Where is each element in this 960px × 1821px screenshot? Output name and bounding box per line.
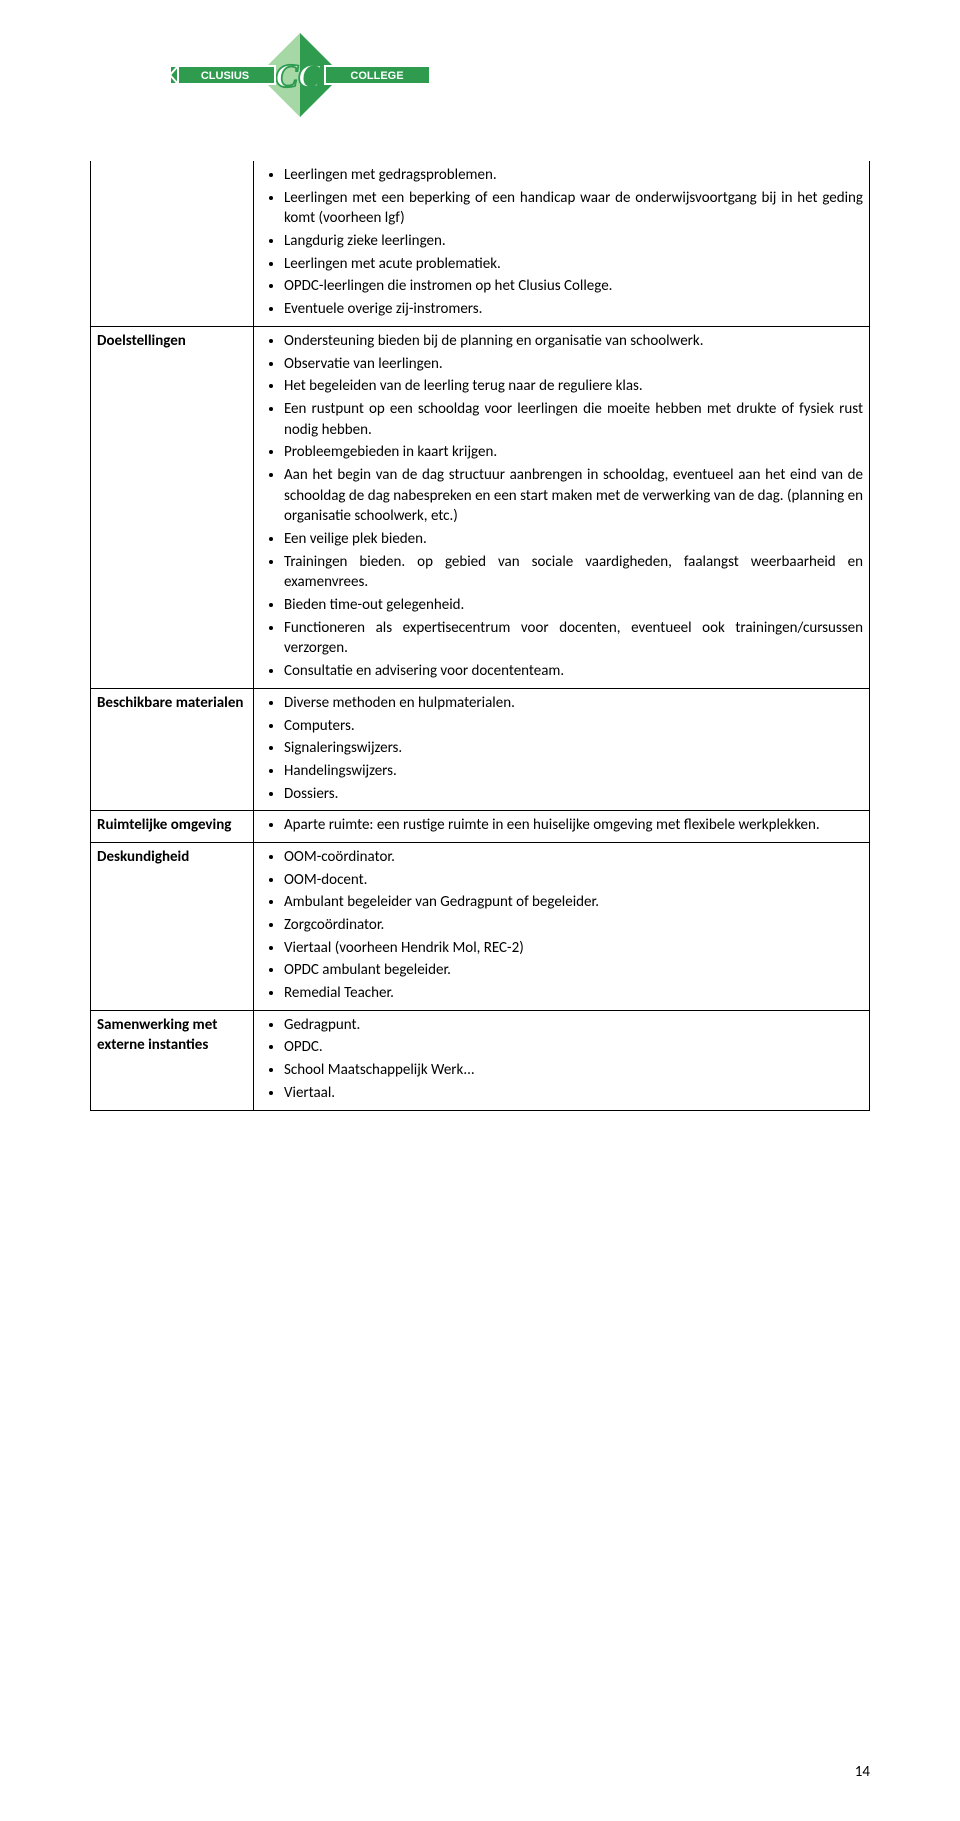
list-item: OOM-coördinator.	[284, 847, 863, 870]
bullet-list: Gedragpunt.OPDC.School Maatschappelijk W…	[260, 1015, 863, 1106]
list-item: Bieden time-out gelegenheid.	[284, 595, 863, 618]
list-item: Zorgcoördinator.	[284, 915, 863, 938]
logo: CC CLUSIUS COLLEGE	[170, 30, 870, 125]
list-item: School Maatschappelijk Werk...	[284, 1060, 863, 1083]
page-number: 14	[855, 1763, 870, 1781]
list-item: Trainingen bieden. op gebied van sociale…	[284, 552, 863, 595]
list-item: Viertaal (voorheen Hendrik Mol, REC-2)	[284, 938, 863, 961]
bullet-list: Leerlingen met gedragsproblemen.Leerling…	[260, 165, 863, 322]
clusius-college-logo-svg: CC CLUSIUS COLLEGE	[170, 30, 430, 120]
list-item: Diverse methoden en hulpmaterialen.	[284, 693, 863, 716]
row-content: Diverse methoden en hulpmaterialen.Compu…	[254, 688, 870, 810]
list-item: Aan het begin van de dag structuur aanbr…	[284, 465, 863, 529]
row-label: Samenwerking met externe instanties	[91, 1010, 254, 1110]
list-item: Functioneren als expertisecentrum voor d…	[284, 618, 863, 661]
table-row: Ruimtelijke omgeving Aparte ruimte: een r…	[91, 811, 870, 843]
logo-text-left: CLUSIUS	[201, 70, 249, 82]
list-item: Consultatie en advisering voor docentent…	[284, 661, 863, 684]
list-item: Leerlingen met gedragsproblemen.	[284, 165, 863, 188]
bullet-list: Aparte ruimte: een rustige ruimte in een…	[260, 815, 863, 838]
content-table: Leerlingen met gedragsproblemen.Leerling…	[90, 161, 870, 1111]
row-content: Ondersteuning bieden bij de planning en …	[254, 326, 870, 688]
table-row: DeskundigheidOOM-coördinator.OOM-docent.…	[91, 842, 870, 1010]
row-label: Deskundigheid	[91, 842, 254, 1010]
table-row: Beschikbare materialenDiverse methoden e…	[91, 688, 870, 810]
list-item: Het begeleiden van de leerling terug naa…	[284, 376, 863, 399]
bullet-list: OOM-coördinator.OOM-docent.Ambulant bege…	[260, 847, 863, 1006]
row-label: Doelstellingen	[91, 326, 254, 688]
list-item: Leerlingen met een beperking of een hand…	[284, 188, 863, 231]
list-item: Leerlingen met acute problematiek.	[284, 254, 863, 277]
list-item: OOM-docent.	[284, 870, 863, 893]
list-item: Viertaal.	[284, 1083, 863, 1106]
row-label	[91, 161, 254, 326]
bullet-list: Ondersteuning bieden bij de planning en …	[260, 331, 863, 684]
list-item: Computers.	[284, 716, 863, 739]
row-content: OOM-coördinator.OOM-docent.Ambulant bege…	[254, 842, 870, 1010]
list-item: OPDC-leerlingen die instromen op het Clu…	[284, 276, 863, 299]
svg-text:CC: CC	[275, 58, 321, 95]
list-item: OPDC.	[284, 1037, 863, 1060]
table-row: Leerlingen met gedragsproblemen.Leerling…	[91, 161, 870, 326]
list-item: Aparte ruimte: een rustige ruimte in een…	[284, 815, 863, 838]
logo-text-right: COLLEGE	[350, 70, 403, 82]
list-item: Eventuele overige zij-instromers.	[284, 299, 863, 322]
list-item: Remedial Teacher.	[284, 983, 863, 1006]
row-content: Leerlingen met gedragsproblemen.Leerling…	[254, 161, 870, 326]
list-item: Handelingswijzers.	[284, 761, 863, 784]
list-item: Een rustpunt op een schooldag voor leerl…	[284, 399, 863, 442]
table-row: Doelstellingen Ondersteuning bieden bij d…	[91, 326, 870, 688]
list-item: OPDC ambulant begeleider.	[284, 960, 863, 983]
row-label: Beschikbare materialen	[91, 688, 254, 810]
list-item: Signaleringswijzers.	[284, 738, 863, 761]
list-item: Dossiers.	[284, 784, 863, 807]
row-label: Ruimtelijke omgeving	[91, 811, 254, 843]
list-item: Observatie van leerlingen.	[284, 354, 863, 377]
row-content: Aparte ruimte: een rustige ruimte in een…	[254, 811, 870, 843]
list-item: Ondersteuning bieden bij de planning en …	[284, 331, 863, 354]
list-item: Langdurig zieke leerlingen.	[284, 231, 863, 254]
bullet-list: Diverse methoden en hulpmaterialen.Compu…	[260, 693, 863, 806]
list-item: Een veilige plek bieden.	[284, 529, 863, 552]
list-item: Gedragpunt.	[284, 1015, 863, 1038]
row-content: Gedragpunt.OPDC.School Maatschappelijk W…	[254, 1010, 870, 1110]
list-item: Ambulant begeleider van Gedragpunt of be…	[284, 892, 863, 915]
list-item: Probleemgebieden in kaart krijgen.	[284, 442, 863, 465]
table-row: Samenwerking met externe instantiesGedra…	[91, 1010, 870, 1110]
